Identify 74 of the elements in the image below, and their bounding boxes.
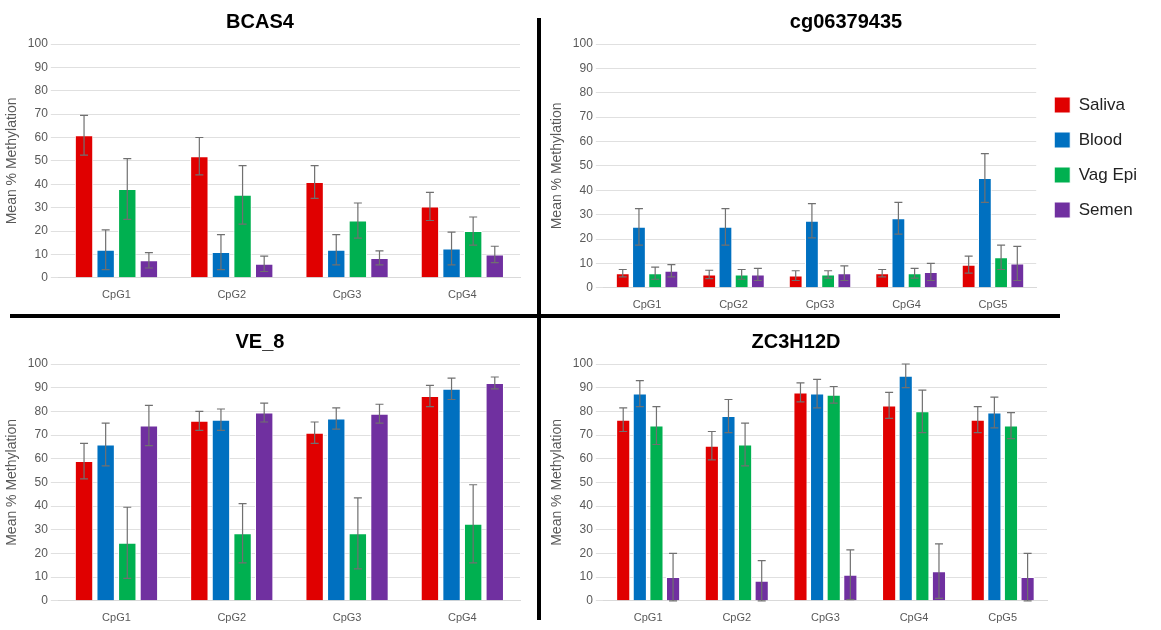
- chart-title: VE_8: [235, 329, 285, 352]
- y-tick-label: 80: [579, 403, 594, 418]
- x-tick-label: CpG3: [332, 611, 362, 624]
- y-tick-label: 40: [579, 498, 594, 513]
- x-tick-label: CpG1: [633, 611, 663, 624]
- legend-label: Vag Epi: [1078, 164, 1137, 184]
- y-tick-label: 70: [579, 109, 594, 124]
- legend-label: Saliva: [1078, 94, 1126, 114]
- y-tick-label: 50: [579, 158, 594, 173]
- y-tick-label: 40: [579, 182, 594, 197]
- y-tick-label: 0: [41, 270, 49, 285]
- chart-title: ZC3H12D: [751, 329, 841, 352]
- y-tick-label: 90: [579, 60, 594, 75]
- y-tick-label: 10: [34, 569, 49, 584]
- y-tick-label: 10: [34, 246, 49, 261]
- x-tick-label: CpG3: [811, 611, 840, 624]
- x-tick-label: CpG3: [805, 298, 835, 311]
- x-tick-label: CpG5: [978, 298, 1008, 311]
- x-tick-label: CpG1: [102, 288, 131, 301]
- y-tick-label: 60: [34, 129, 49, 144]
- y-tick-label: 50: [34, 474, 49, 489]
- chart-title: BCAS4: [226, 9, 295, 32]
- y-tick-label: 80: [34, 403, 49, 418]
- y-tick-label: 100: [572, 36, 594, 51]
- y-tick-label: 20: [579, 231, 594, 246]
- y-tick-label: 30: [579, 206, 594, 221]
- y-tick-label: 0: [586, 593, 594, 608]
- x-tick-label: CpG2: [217, 611, 247, 624]
- x-tick-label: CpG5: [988, 611, 1018, 624]
- y-tick-label: 70: [34, 106, 49, 121]
- x-tick-label: CpG4: [447, 611, 477, 624]
- y-tick-label: 60: [579, 133, 594, 148]
- y-tick-label: 20: [579, 545, 594, 560]
- y-tick-label: 60: [34, 451, 49, 466]
- x-tick-label: CpG4: [899, 611, 929, 624]
- y-tick-label: 70: [579, 427, 594, 442]
- y-tick-label: 40: [34, 176, 49, 191]
- x-tick-label: CpG4: [892, 298, 921, 311]
- legend-label: Blood: [1078, 129, 1123, 149]
- y-tick-label: 20: [34, 223, 49, 238]
- y-tick-label: 40: [34, 498, 49, 513]
- y-tick-label: 90: [34, 59, 49, 74]
- x-tick-label: CpG1: [632, 298, 662, 311]
- y-tick-label: 100: [27, 356, 49, 371]
- y-tick-label: 30: [34, 199, 49, 214]
- y-tick-label: 80: [579, 85, 594, 100]
- y-tick-label: 10: [579, 569, 594, 584]
- y-tick-label: 50: [579, 474, 594, 489]
- x-tick-label: CpG2: [217, 288, 247, 301]
- x-tick-label: CpG1: [102, 611, 131, 624]
- y-axis-title: Mean % Methylation: [3, 97, 20, 225]
- y-tick-label: 80: [34, 83, 49, 98]
- y-tick-label: 90: [579, 379, 594, 394]
- y-tick-label: 50: [34, 153, 49, 168]
- x-tick-label: CpG2: [722, 611, 752, 624]
- x-tick-label: CpG3: [332, 288, 362, 301]
- y-tick-label: 10: [579, 255, 594, 270]
- y-tick-label: 20: [34, 545, 49, 560]
- chart-title: cg06379435: [789, 9, 903, 32]
- y-tick-label: 100: [572, 356, 594, 371]
- y-tick-label: 70: [34, 427, 49, 442]
- y-axis-title: Mean % Methylation: [548, 102, 565, 230]
- y-tick-label: 0: [586, 280, 594, 295]
- y-tick-label: 60: [579, 451, 594, 466]
- legend-label: Semen: [1078, 199, 1133, 219]
- y-tick-label: 0: [41, 593, 49, 608]
- y-axis-title: Mean % Methylation: [3, 418, 20, 546]
- y-tick-label: 30: [579, 522, 594, 537]
- x-tick-label: CpG2: [719, 298, 748, 311]
- y-tick-label: 90: [34, 379, 49, 394]
- y-tick-label: 100: [27, 36, 49, 51]
- y-axis-title: Mean % Methylation: [548, 418, 565, 546]
- x-tick-label: CpG4: [447, 288, 477, 301]
- y-tick-label: 30: [34, 522, 49, 537]
